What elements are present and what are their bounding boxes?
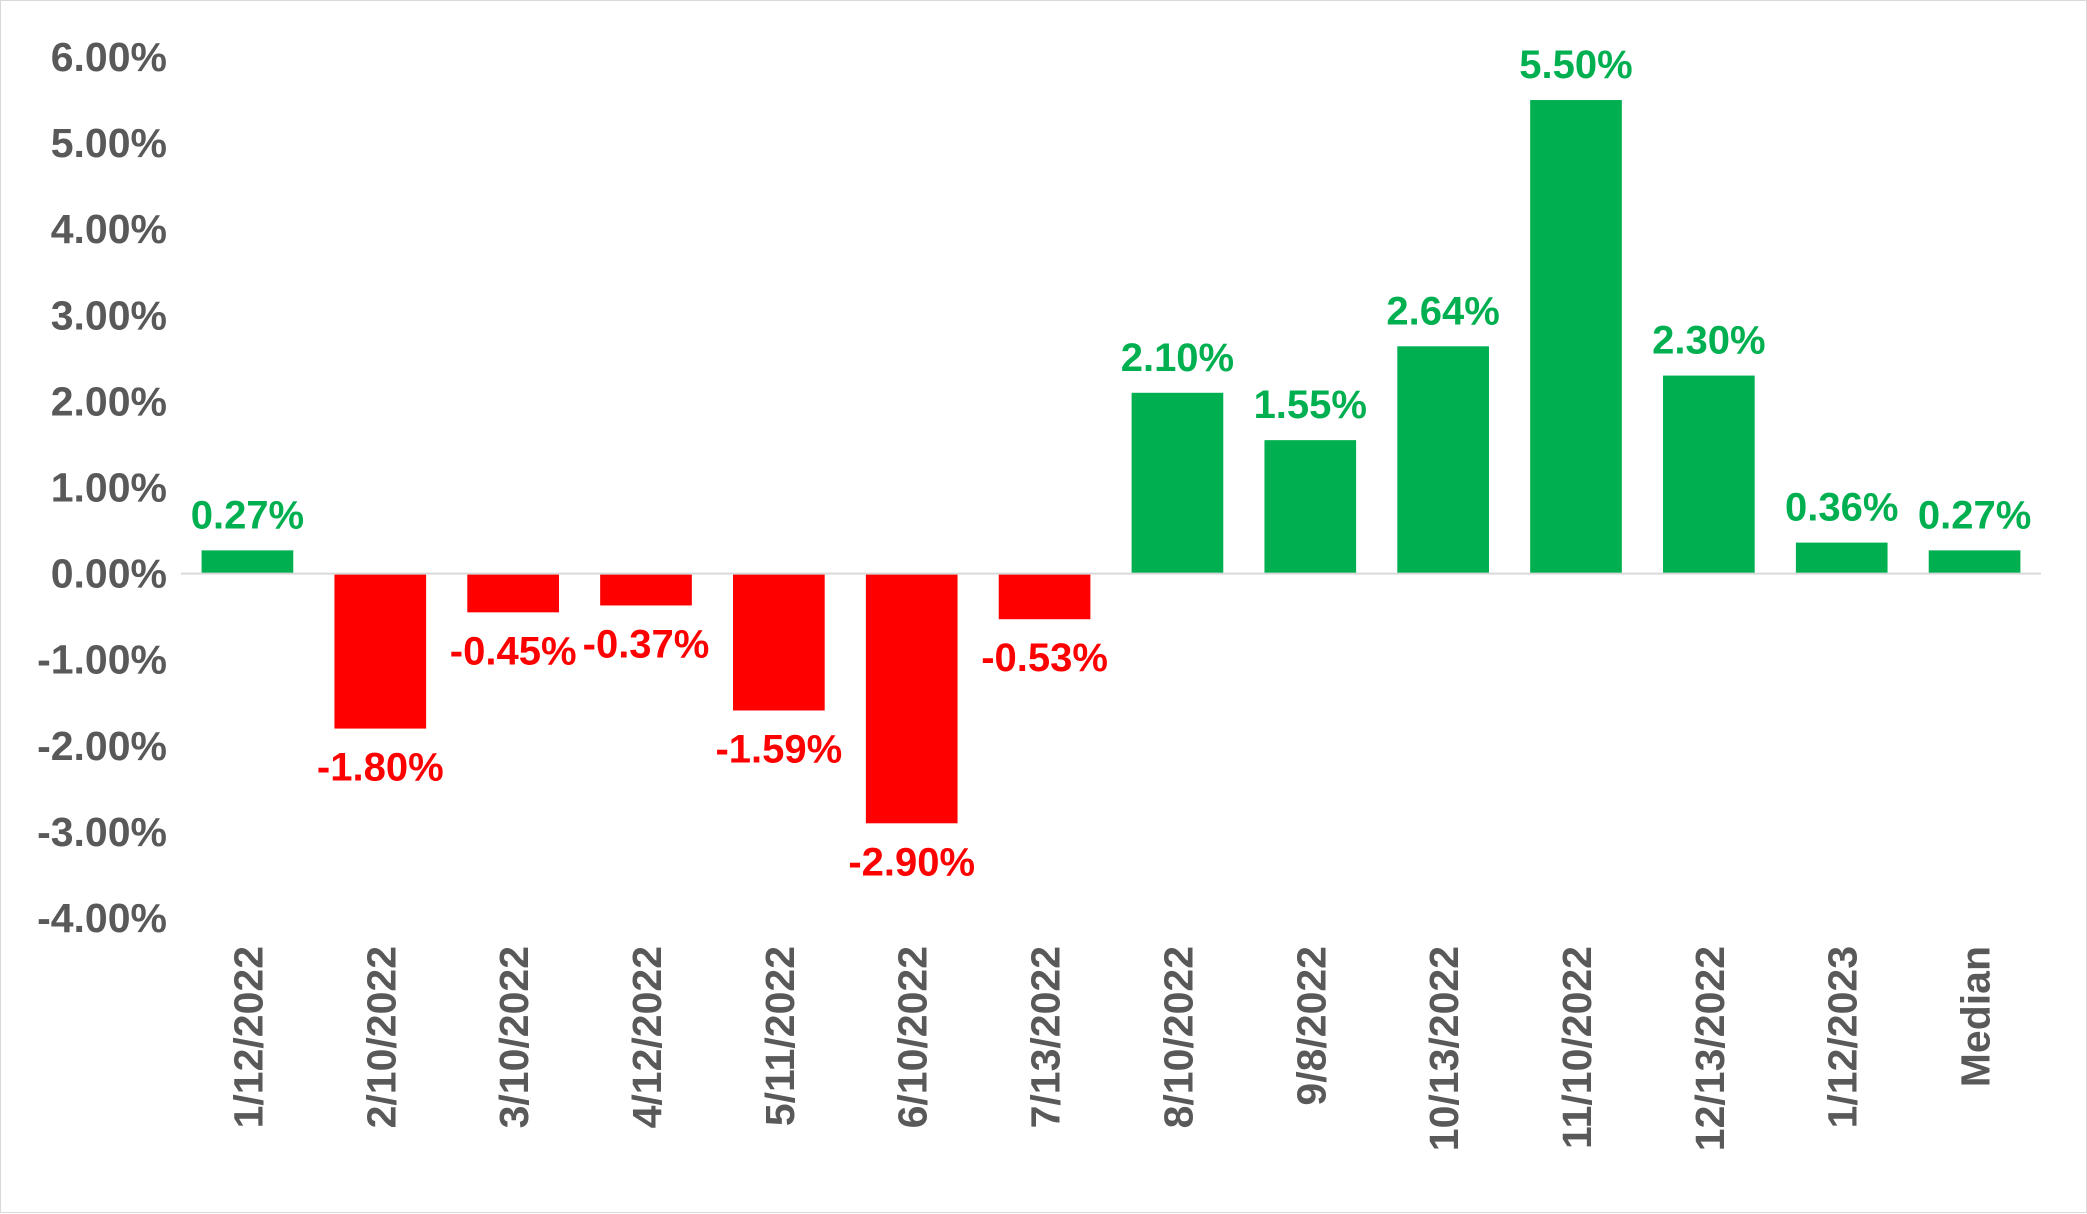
x-tick-label: 9/8/2022	[1288, 946, 1334, 1106]
data-label: 2.64%	[1386, 289, 1499, 333]
bar	[600, 573, 692, 606]
data-label: -0.53%	[981, 636, 1108, 680]
y-tick-label: -3.00%	[37, 809, 167, 855]
x-tick-label: Median	[1953, 946, 1999, 1087]
y-tick-label: 3.00%	[51, 292, 167, 338]
bar	[334, 573, 427, 729]
x-tick-label: 8/10/2022	[1155, 946, 1201, 1128]
bar	[733, 573, 825, 711]
bars	[201, 100, 2021, 824]
bar	[1131, 392, 1224, 574]
data-label: -2.90%	[848, 840, 975, 884]
y-tick-label: 6.00%	[51, 34, 167, 80]
bar	[1530, 100, 1622, 574]
data-label: 2.30%	[1652, 319, 1765, 363]
x-tick-label: 5/11/2022	[757, 946, 803, 1126]
bar	[998, 573, 1091, 620]
data-label: 0.27%	[191, 493, 304, 537]
data-label: 1.55%	[1254, 383, 1367, 427]
data-label: -1.59%	[715, 727, 842, 771]
bar	[1397, 346, 1489, 574]
bar	[467, 573, 559, 613]
bar	[1928, 550, 2021, 574]
y-tick-label: 1.00%	[51, 465, 167, 511]
data-label: 0.36%	[1785, 486, 1898, 530]
x-tick-label: 1/12/2022	[225, 946, 271, 1128]
y-tick-label: 2.00%	[51, 378, 167, 424]
data-label: -0.37%	[583, 622, 710, 666]
data-label: -0.45%	[450, 629, 577, 673]
x-tick-label: 1/12/2023	[1820, 946, 1866, 1128]
bar	[1795, 542, 1888, 574]
x-tick-label: 3/10/2022	[491, 946, 537, 1128]
x-tick-label: 10/13/2022	[1421, 946, 1467, 1151]
y-tick-label: -2.00%	[37, 723, 167, 769]
x-axis: 1/12/2022 2/10/2022 3/10/2022 4/12/2022 5/11…	[225, 946, 1998, 1151]
y-tick-label: 4.00%	[51, 206, 167, 252]
x-tick-label: 6/10/2022	[890, 946, 936, 1128]
x-tick-label: 4/12/2022	[624, 946, 670, 1128]
bar	[201, 550, 294, 574]
bar	[1264, 440, 1357, 574]
y-tick-label: -4.00%	[37, 895, 167, 941]
data-label: 0.27%	[1918, 493, 2031, 537]
bar	[865, 573, 958, 824]
x-tick-label: 7/13/2022	[1023, 946, 1069, 1128]
y-tick-label: 0.00%	[51, 551, 167, 597]
x-tick-label: 2/10/2022	[358, 946, 404, 1128]
x-tick-label: 12/13/2022	[1687, 946, 1733, 1151]
data-label: 5.50%	[1519, 43, 1632, 87]
y-tick-label: 5.00%	[51, 120, 167, 166]
data-label: -1.80%	[317, 746, 444, 790]
data-labels: 0.27% -1.80% -0.45% -0.37% -1.59% -2.90% -0.53…	[191, 43, 2032, 884]
x-tick-label: 11/10/2022	[1554, 946, 1600, 1149]
bar	[1663, 375, 1755, 574]
y-tick-label: -1.00%	[37, 637, 167, 683]
y-axis: 6.00% 5.00% 4.00% 3.00% 2.00% 1.00% 0.00% -1.00…	[37, 34, 167, 941]
data-label: 2.10%	[1121, 336, 1234, 380]
